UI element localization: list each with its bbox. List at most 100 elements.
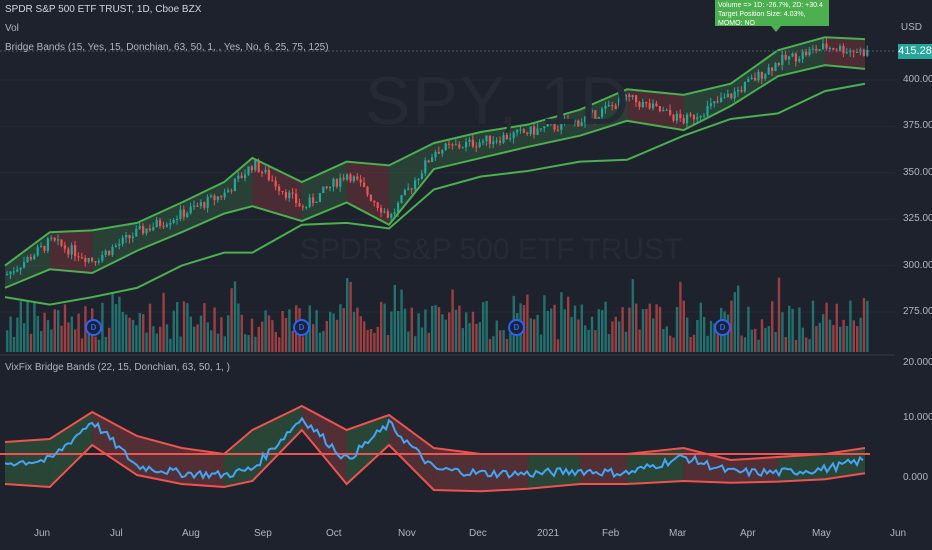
candle-body bbox=[601, 108, 604, 117]
candle-body bbox=[431, 157, 434, 163]
candle-body bbox=[567, 120, 570, 124]
volume-bar bbox=[801, 327, 804, 352]
volume-bar bbox=[536, 314, 539, 352]
price-band-lines bbox=[4, 36, 866, 306]
candle-body bbox=[675, 113, 678, 121]
candle-body bbox=[730, 93, 733, 99]
dividend-marker[interactable]: D bbox=[293, 319, 310, 336]
candle-body bbox=[108, 250, 111, 255]
price-tick-label: 325.00 bbox=[903, 213, 932, 225]
volume-bar bbox=[193, 326, 196, 352]
volume-bar bbox=[121, 311, 124, 352]
volume-bar bbox=[227, 315, 230, 352]
volume-bar bbox=[70, 316, 73, 352]
volume-bar bbox=[271, 320, 274, 352]
volume-bar bbox=[257, 326, 260, 352]
currency-label: USD bbox=[900, 22, 922, 33]
candle-body bbox=[135, 229, 138, 237]
candle-body bbox=[424, 160, 427, 174]
candle-body bbox=[845, 52, 848, 54]
candle-body bbox=[29, 256, 32, 260]
candle-body bbox=[502, 135, 505, 143]
candle-body bbox=[80, 257, 83, 259]
volume-bar bbox=[329, 311, 332, 352]
last-price-tag: 415.28 bbox=[898, 44, 932, 59]
candle-body bbox=[393, 212, 396, 214]
volume-bar bbox=[709, 320, 713, 352]
candle-body bbox=[720, 97, 723, 103]
candle-body bbox=[550, 123, 553, 125]
candle-body bbox=[533, 126, 536, 135]
candle-body bbox=[281, 190, 284, 193]
candle-body bbox=[451, 144, 454, 146]
candle-body bbox=[631, 95, 634, 98]
candle-body bbox=[244, 174, 247, 179]
dividend-marker[interactable]: D bbox=[85, 319, 102, 336]
lower-band-line bbox=[4, 64, 866, 289]
candle-body bbox=[713, 101, 716, 104]
vol-indicator-label[interactable]: Vol bbox=[5, 23, 19, 34]
volume-bar bbox=[322, 330, 325, 352]
dividend-marker[interactable]: D bbox=[714, 319, 731, 336]
bubble-line-1: Volume => 1D: -26.7%, 2D: +30.4 bbox=[718, 2, 823, 9]
volume-bar bbox=[791, 308, 794, 352]
candle-body bbox=[706, 105, 709, 116]
volume-bar bbox=[665, 326, 668, 352]
osc-fill-segment bbox=[389, 415, 434, 490]
time-tick-label: May bbox=[812, 528, 831, 539]
volume-bar bbox=[638, 329, 641, 352]
candle-body bbox=[148, 228, 151, 231]
volume-bar bbox=[6, 330, 9, 352]
time-tick-label: Sep bbox=[254, 528, 272, 539]
volume-bar bbox=[332, 313, 335, 352]
candle-body bbox=[165, 224, 168, 227]
time-tick-label: Apr bbox=[740, 528, 756, 539]
upper-band-line bbox=[4, 36, 866, 267]
volume-bar bbox=[9, 316, 12, 352]
volume-bar bbox=[771, 301, 774, 352]
volume-bar bbox=[210, 330, 213, 352]
candle-body bbox=[322, 186, 325, 194]
symbol-title[interactable]: SPDR S&P 500 ETF TRUST, 1D, Cboe BZX bbox=[5, 4, 202, 15]
volume-bar bbox=[502, 330, 505, 352]
volume-bar bbox=[594, 330, 597, 352]
candle-body bbox=[716, 101, 719, 103]
volume-bar bbox=[182, 301, 186, 352]
candle-body bbox=[162, 225, 165, 227]
volume-bar bbox=[373, 332, 376, 352]
volume-bar bbox=[652, 318, 655, 352]
volume-bar bbox=[63, 304, 67, 352]
candle-body bbox=[618, 98, 621, 110]
candle-body bbox=[397, 203, 400, 213]
volume-bar bbox=[301, 336, 305, 352]
bands-indicator-label[interactable]: Bridge Bands (15, Yes, 15, Donchian, 63,… bbox=[5, 42, 329, 53]
candle-body bbox=[12, 271, 15, 273]
candle-body bbox=[23, 262, 26, 268]
volume-bar bbox=[145, 332, 148, 352]
candle-body bbox=[475, 146, 478, 148]
signal-bubble[interactable]: Volume => 1D: -26.7%, 2D: +30.4 Target P… bbox=[715, 0, 829, 32]
candle-body bbox=[777, 63, 780, 66]
volume-bar bbox=[274, 331, 277, 352]
volume-bar bbox=[152, 326, 155, 352]
dividend-marker[interactable]: D bbox=[508, 319, 525, 336]
volume-bar bbox=[597, 309, 600, 352]
band-fill-segment bbox=[627, 89, 684, 131]
candle-body bbox=[274, 180, 277, 187]
candle-body bbox=[366, 186, 369, 195]
volume-bar bbox=[468, 323, 471, 352]
candle-body bbox=[104, 250, 107, 255]
volume-bar bbox=[220, 317, 223, 352]
osc-fill-segment bbox=[579, 454, 628, 484]
vixfix-indicator-label[interactable]: VixFix Bridge Bands (22, 15, Donchian, 6… bbox=[5, 362, 230, 373]
candle-body bbox=[278, 186, 281, 191]
candle-body bbox=[737, 89, 740, 92]
candle-body bbox=[329, 186, 332, 189]
candle-body bbox=[189, 206, 192, 214]
volume-bar bbox=[125, 314, 128, 352]
candle-body bbox=[74, 245, 77, 257]
candle-body bbox=[315, 201, 318, 203]
candle-body bbox=[386, 211, 389, 218]
candle-body bbox=[839, 46, 842, 51]
candle-body bbox=[597, 116, 600, 120]
